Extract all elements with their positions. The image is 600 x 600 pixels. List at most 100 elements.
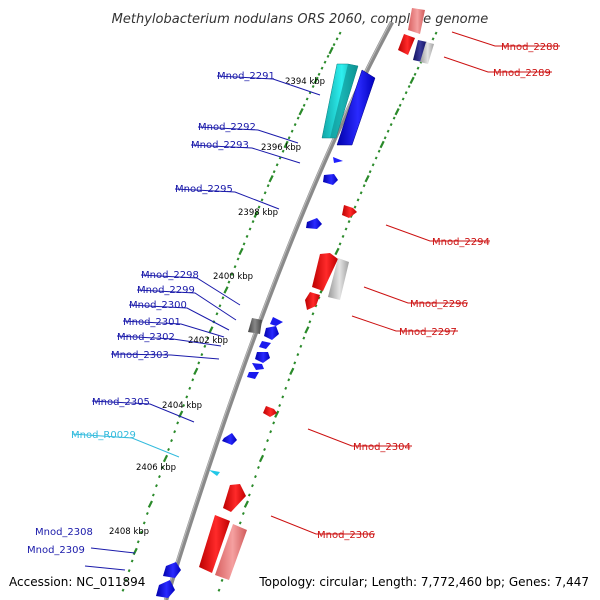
tick-minor xyxy=(251,220,255,224)
gene-label-mnod-2295[interactable]: Mnod_2295 xyxy=(175,184,233,195)
tick-minor xyxy=(176,421,180,425)
gene-label-mnod-2308[interactable]: Mnod_2308 xyxy=(35,527,93,538)
tick-minor xyxy=(293,123,297,127)
tick-minor xyxy=(401,97,405,101)
tick-minor xyxy=(407,84,411,89)
tick-minor xyxy=(242,242,246,246)
tick-major xyxy=(258,454,265,463)
tick-minor xyxy=(272,170,276,174)
tick-minor xyxy=(217,588,221,592)
gene-feature-mnod-2300[interactable] xyxy=(264,326,279,340)
tick-minor xyxy=(215,312,219,316)
gene-label-mnod-2291[interactable]: Mnod_2291 xyxy=(217,71,275,82)
gene-feature-mnod-2296-gray[interactable] xyxy=(328,258,349,300)
kbp-label: 2408 kbp xyxy=(109,527,149,537)
gene-label-mnod-2289[interactable]: Mnod_2289 xyxy=(493,68,551,79)
gene-label-mnod-2302[interactable]: Mnod_2302 xyxy=(117,332,175,343)
tick-minor xyxy=(173,430,177,434)
tick-minor xyxy=(161,465,164,470)
gene-feature-mnod-2288[interactable] xyxy=(398,34,415,55)
tick-minor xyxy=(238,521,242,525)
gene-label-mnod-2306[interactable]: Mnod_2306 xyxy=(317,530,375,541)
gene-label-mnod-2305[interactable]: Mnod_2305 xyxy=(92,397,150,408)
gene-feature-mnod-2305[interactable] xyxy=(222,433,237,445)
tick-minor xyxy=(317,72,321,76)
gene-feature-mnod-2288-pink[interactable] xyxy=(408,8,425,34)
gene-label-mnod-2296[interactable]: Mnod_2296 xyxy=(410,299,468,310)
tick-minor xyxy=(155,484,158,488)
gene-feature-mnod-2294[interactable] xyxy=(342,205,357,218)
tick-major xyxy=(298,108,304,116)
gene-feature-mnod-2289-navy[interactable] xyxy=(413,40,427,62)
tick-minor xyxy=(311,312,315,316)
gene-label-mnod-2309[interactable]: Mnod_2309 xyxy=(27,545,85,556)
tick-minor xyxy=(302,336,306,340)
gene-feature-mnod-2297[interactable] xyxy=(305,292,320,310)
tick-minor xyxy=(275,163,279,167)
tick-minor xyxy=(326,54,330,58)
gene-feature-mnod-2306-large[interactable] xyxy=(199,515,230,573)
gene-label-mnod-2299[interactable]: Mnod_2299 xyxy=(137,285,195,296)
gene-feature-mnod-r0029[interactable] xyxy=(209,470,220,476)
tick-minor xyxy=(230,272,234,276)
gene-label-mnod-2304[interactable]: Mnod_2304 xyxy=(353,442,411,453)
gene-feature-mnod-2301[interactable] xyxy=(259,341,271,349)
tick-minor xyxy=(281,149,285,153)
gene-feature-small-1[interactable] xyxy=(306,218,322,229)
tick-minor xyxy=(344,227,348,231)
gene-label-mnod-2292[interactable]: Mnod_2292 xyxy=(198,122,256,133)
tick-minor xyxy=(347,220,351,224)
tick-minor xyxy=(305,97,309,101)
tick-minor xyxy=(383,136,387,140)
tick-minor xyxy=(359,191,363,195)
gene-feature-mnod-2304[interactable] xyxy=(263,406,277,417)
gene-feature-mnod-2309[interactable] xyxy=(156,580,175,598)
tick-minor xyxy=(404,91,408,95)
tick-minor xyxy=(374,156,378,160)
leader-lines-left xyxy=(84,75,321,571)
tick-minor xyxy=(302,103,306,107)
gene-label-mnod-2301[interactable]: Mnod_2301 xyxy=(123,317,181,328)
gene-feature-mnod-2299[interactable] xyxy=(270,317,283,326)
gene-label-mnod-2303[interactable]: Mnod_2303 xyxy=(111,350,169,361)
gene-label-mnod-2294[interactable]: Mnod_2294 xyxy=(432,237,490,248)
gene-label-mnod-2293[interactable]: Mnod_2293 xyxy=(191,140,249,151)
tick-minor xyxy=(287,136,291,140)
gene-label-mnod-2298[interactable]: Mnod_2298 xyxy=(141,270,199,281)
gene-label-mnod-2300[interactable]: Mnod_2300 xyxy=(129,300,187,311)
topology-text: Topology: circular; Length: 7,772,460 bp… xyxy=(258,575,589,589)
gene-feature-mnod-2302[interactable] xyxy=(255,352,270,363)
tick-minor xyxy=(218,304,222,308)
gene-feature-mnod-2308[interactable] xyxy=(163,562,181,578)
tick-minor xyxy=(170,439,173,443)
tick-minor xyxy=(241,511,245,516)
tick-minor xyxy=(220,578,224,582)
gene-feature-mnod-2295[interactable] xyxy=(323,174,338,185)
tick-minor xyxy=(320,66,324,70)
tick-minor xyxy=(377,149,381,153)
gene-feature-mnod-2306-pink[interactable] xyxy=(215,524,247,580)
tick-minor xyxy=(130,559,134,563)
kbp-label: 2396 kbp xyxy=(261,143,301,153)
gene-feature-mnod-2289[interactable] xyxy=(420,42,434,64)
gene-label-mnod-r0029[interactable]: Mnod_R0029 xyxy=(71,430,136,441)
gene-label-mnod-2288[interactable]: Mnod_2288 xyxy=(501,42,559,53)
tick-minor xyxy=(416,66,420,70)
gene-feature-mnod-2296[interactable] xyxy=(312,253,338,291)
tick-minor xyxy=(356,198,360,202)
gene-label-mnod-2297[interactable]: Mnod_2297 xyxy=(399,327,457,338)
tick-minor xyxy=(299,344,303,348)
gene-feature-mnod-2303[interactable] xyxy=(252,363,264,370)
tick-minor xyxy=(185,395,189,399)
tick-minor xyxy=(281,395,285,399)
gene-feature-mnod-2298[interactable] xyxy=(248,318,262,334)
tick-minor xyxy=(188,386,192,390)
tick-minor xyxy=(434,31,438,35)
tick-minor xyxy=(121,588,125,592)
tick-major xyxy=(328,46,334,55)
gene-feature-mnod-2292[interactable] xyxy=(336,69,376,146)
gene-feature-small-2[interactable] xyxy=(247,372,259,379)
tick-minor xyxy=(158,475,161,479)
gene-feature-mnod-2293[interactable] xyxy=(333,157,343,163)
gene-feature-mnod-2306[interactable] xyxy=(223,484,246,512)
